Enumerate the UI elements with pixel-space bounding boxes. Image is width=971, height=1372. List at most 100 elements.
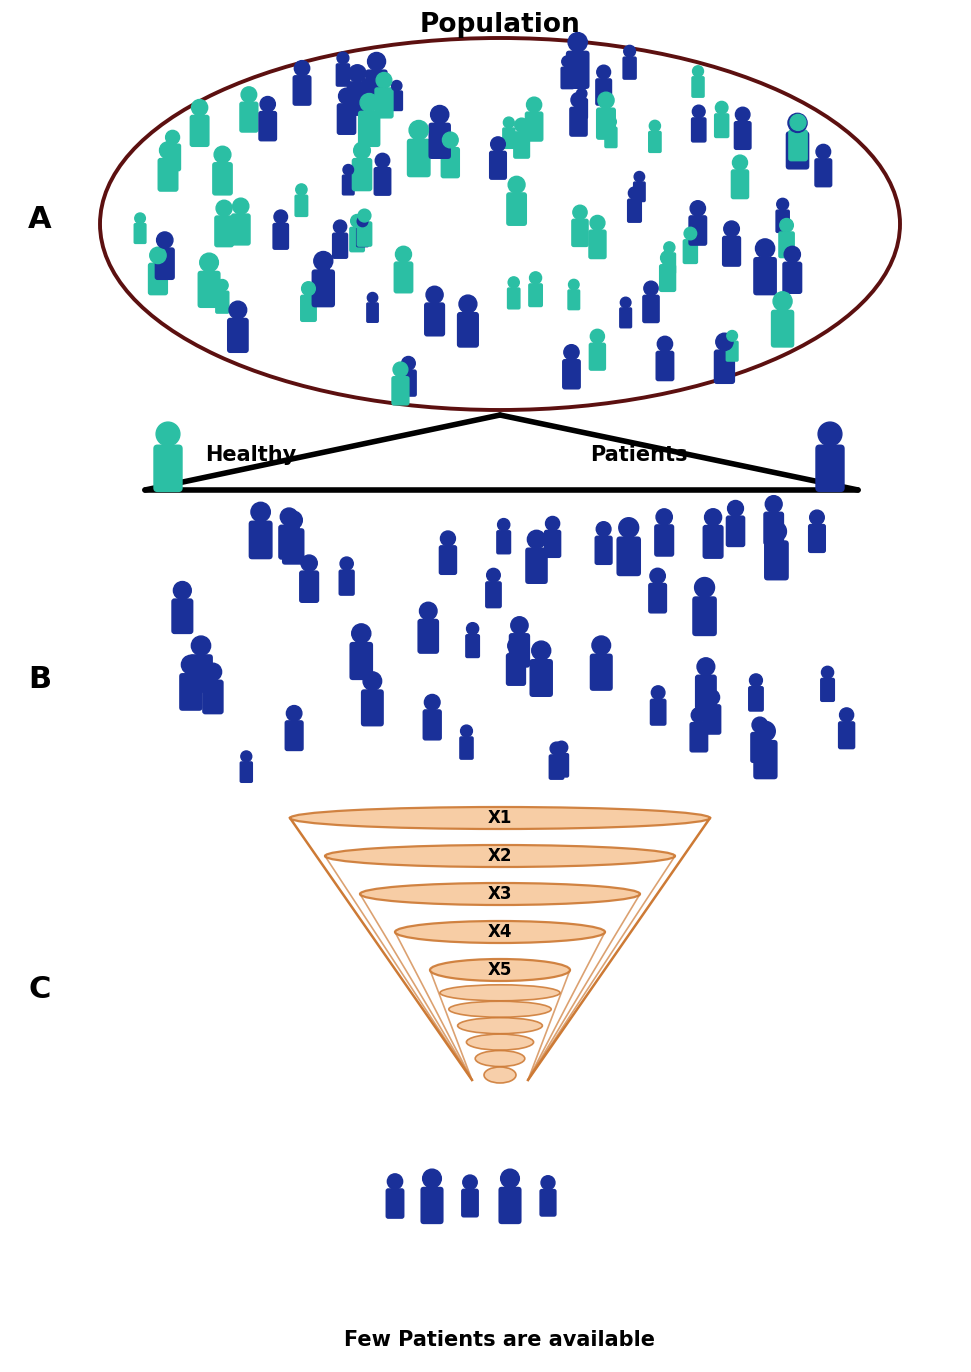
Circle shape: [732, 155, 748, 170]
Circle shape: [527, 531, 546, 549]
FancyBboxPatch shape: [216, 291, 229, 314]
Circle shape: [765, 495, 783, 513]
Ellipse shape: [440, 985, 560, 1000]
FancyBboxPatch shape: [350, 642, 373, 681]
Circle shape: [705, 509, 721, 525]
Ellipse shape: [360, 884, 640, 906]
FancyBboxPatch shape: [189, 654, 213, 693]
Circle shape: [395, 246, 412, 262]
Circle shape: [422, 1169, 442, 1188]
Circle shape: [508, 277, 519, 288]
FancyBboxPatch shape: [422, 709, 442, 741]
FancyBboxPatch shape: [595, 78, 612, 106]
FancyBboxPatch shape: [622, 56, 637, 80]
FancyBboxPatch shape: [753, 257, 777, 295]
Circle shape: [204, 663, 221, 681]
Circle shape: [787, 114, 807, 133]
FancyBboxPatch shape: [231, 213, 251, 246]
Text: X3: X3: [487, 885, 513, 903]
FancyBboxPatch shape: [691, 117, 707, 143]
FancyBboxPatch shape: [655, 351, 675, 381]
FancyBboxPatch shape: [439, 545, 457, 575]
FancyBboxPatch shape: [215, 215, 234, 247]
Circle shape: [652, 686, 665, 700]
Circle shape: [735, 107, 750, 122]
FancyBboxPatch shape: [153, 445, 183, 493]
FancyBboxPatch shape: [154, 247, 175, 280]
Ellipse shape: [325, 845, 675, 867]
FancyBboxPatch shape: [339, 569, 354, 595]
Circle shape: [460, 724, 473, 737]
FancyBboxPatch shape: [529, 659, 552, 697]
Circle shape: [780, 218, 793, 232]
Circle shape: [285, 510, 302, 530]
Circle shape: [426, 287, 443, 303]
FancyBboxPatch shape: [506, 653, 526, 686]
Circle shape: [840, 708, 854, 722]
Circle shape: [135, 213, 146, 224]
Circle shape: [821, 667, 834, 678]
Circle shape: [353, 143, 370, 159]
FancyBboxPatch shape: [689, 722, 708, 752]
Circle shape: [274, 210, 287, 224]
FancyBboxPatch shape: [496, 530, 512, 554]
Circle shape: [564, 344, 579, 359]
Circle shape: [750, 674, 762, 687]
FancyBboxPatch shape: [300, 295, 317, 322]
FancyBboxPatch shape: [292, 75, 312, 106]
Circle shape: [598, 92, 614, 108]
Text: B: B: [28, 665, 51, 694]
Circle shape: [360, 93, 379, 111]
FancyBboxPatch shape: [513, 132, 530, 159]
Circle shape: [555, 741, 568, 753]
FancyBboxPatch shape: [390, 91, 403, 111]
Circle shape: [790, 114, 806, 130]
FancyBboxPatch shape: [786, 132, 810, 170]
Circle shape: [501, 1169, 519, 1188]
FancyBboxPatch shape: [763, 512, 785, 545]
FancyBboxPatch shape: [751, 731, 769, 763]
Circle shape: [755, 722, 775, 741]
FancyBboxPatch shape: [282, 528, 305, 565]
FancyBboxPatch shape: [391, 376, 410, 406]
FancyBboxPatch shape: [374, 88, 393, 118]
FancyBboxPatch shape: [725, 340, 739, 362]
Circle shape: [391, 81, 402, 91]
Circle shape: [511, 617, 528, 634]
Circle shape: [660, 251, 675, 265]
FancyBboxPatch shape: [692, 597, 717, 637]
FancyBboxPatch shape: [240, 761, 253, 783]
FancyBboxPatch shape: [627, 199, 642, 222]
Circle shape: [766, 521, 787, 542]
FancyBboxPatch shape: [659, 263, 676, 292]
FancyBboxPatch shape: [332, 232, 349, 259]
Circle shape: [656, 509, 672, 525]
Circle shape: [486, 568, 500, 582]
FancyBboxPatch shape: [489, 151, 507, 180]
FancyBboxPatch shape: [356, 221, 373, 247]
FancyBboxPatch shape: [778, 232, 795, 258]
FancyBboxPatch shape: [465, 634, 480, 659]
Circle shape: [217, 200, 232, 217]
FancyBboxPatch shape: [569, 107, 587, 137]
FancyBboxPatch shape: [648, 583, 667, 613]
Circle shape: [777, 199, 788, 210]
FancyBboxPatch shape: [683, 239, 698, 265]
Circle shape: [541, 1176, 555, 1190]
Text: Patients: Patients: [590, 445, 687, 465]
Circle shape: [363, 672, 382, 690]
FancyBboxPatch shape: [239, 102, 258, 133]
FancyBboxPatch shape: [588, 343, 606, 370]
Ellipse shape: [475, 1051, 524, 1066]
FancyBboxPatch shape: [189, 115, 210, 147]
FancyBboxPatch shape: [571, 218, 588, 247]
Text: Healthy: Healthy: [205, 445, 296, 465]
Circle shape: [424, 694, 440, 711]
Circle shape: [443, 132, 458, 148]
Circle shape: [217, 280, 228, 291]
Circle shape: [467, 623, 479, 635]
Circle shape: [286, 705, 302, 722]
Circle shape: [241, 86, 256, 103]
FancyBboxPatch shape: [588, 229, 607, 259]
FancyBboxPatch shape: [525, 547, 548, 584]
